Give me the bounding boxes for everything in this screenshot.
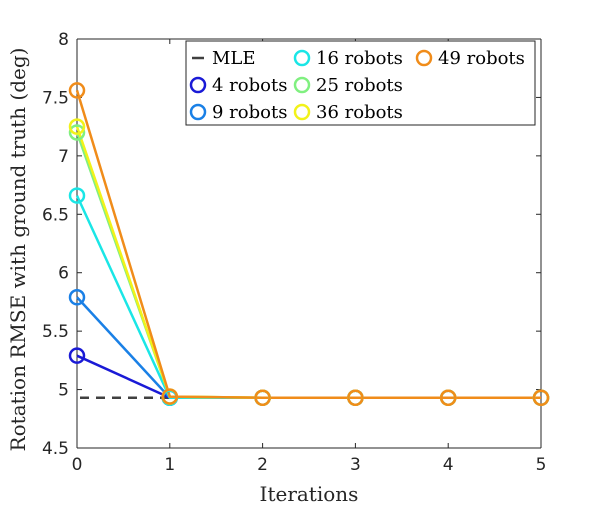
series-marker: [254, 389, 271, 407]
x-axis-label: Iterations: [260, 482, 359, 506]
x-tick-label: 2: [257, 455, 268, 475]
axes: 0 1 2 3 4 5 4.5 5 5.5 6 6.5 7 7.5 8: [42, 30, 546, 475]
legend-swatch-marker: [293, 76, 311, 94]
legend-entry-label: 9 robots: [212, 102, 287, 123]
x-tick-label: 4: [443, 455, 454, 475]
series-marker: [532, 389, 550, 407]
legend: MLE 4 robots 9 robots 16 robots 25 robots 36 …: [185, 40, 536, 126]
series-marker: [68, 82, 86, 99]
legend-box: [185, 40, 536, 126]
legend-entry-label: 25 robots: [316, 75, 403, 96]
x-tick-label: 0: [72, 455, 83, 475]
series-marker: [439, 389, 457, 407]
y-tick-label: 5: [58, 381, 69, 401]
legend-swatch-marker: [415, 49, 433, 67]
series-marker: [161, 388, 179, 405]
series-marker: [68, 347, 86, 364]
series-marker: [68, 118, 86, 135]
y-tick-label: 7: [58, 147, 69, 167]
y-tick-label: 8: [58, 30, 69, 50]
x-tick-label: 5: [536, 455, 547, 475]
y-tick-label: 7.5: [42, 88, 69, 108]
legend-swatch-marker: [189, 76, 207, 94]
series-marker: [68, 289, 86, 306]
legend-swatch-marker: [293, 49, 311, 67]
legend-swatch-marker: [189, 103, 207, 121]
y-tick-label: 6.5: [42, 205, 69, 225]
legend-entry-label: MLE: [212, 48, 256, 69]
legend-entry-label: 49 robots: [438, 48, 525, 69]
y-tick-label: 5.5: [42, 322, 69, 342]
series-marker: [68, 187, 86, 204]
y-axis-label: Rotation RMSE with ground truth (deg): [6, 48, 30, 452]
legend-entry-label: 4 robots: [212, 75, 287, 96]
x-tick-label: 3: [350, 455, 361, 475]
series-line: [75, 90, 541, 400]
legend-swatch-marker: [293, 103, 311, 121]
series-marker: [347, 389, 364, 407]
legend-entry-label: 36 robots: [316, 102, 403, 123]
y-tick-label: 6: [58, 264, 69, 284]
y-tick-label: 4.5: [42, 439, 69, 459]
series-marker: [68, 124, 86, 141]
data-series: [68, 82, 550, 407]
legend-entry-label: 16 robots: [316, 48, 403, 69]
x-tick-label: 1: [164, 455, 175, 475]
